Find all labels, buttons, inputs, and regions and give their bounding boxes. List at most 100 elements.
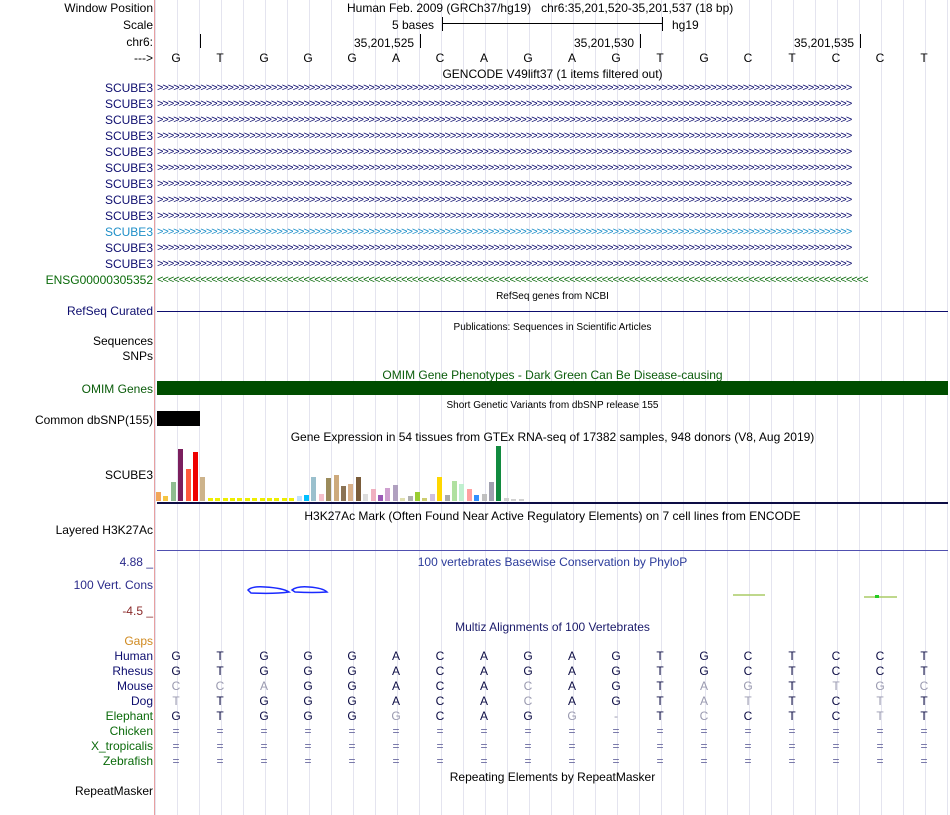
- gtex-tissue-bar[interactable]: [496, 446, 502, 501]
- omim-track-title[interactable]: OMIM Gene Phenotypes - Dark Green Can Be…: [382, 368, 723, 382]
- gene-label[interactable]: SCUBE3: [104, 193, 153, 207]
- gtex-tissue-bar[interactable]: [437, 477, 443, 501]
- omim-label[interactable]: OMIM Genes: [81, 382, 153, 396]
- gtex-tissue-bar[interactable]: [311, 477, 317, 501]
- gene-track-row[interactable]: <<<<<<<<<<<<<<<<<<<<<<<<<<<<<<<<<<<<<<<<…: [157, 274, 869, 286]
- gtex-tissue-bar[interactable]: [444, 495, 450, 501]
- gene-label[interactable]: SCUBE3: [104, 145, 153, 159]
- gtex-tissue-bar[interactable]: [489, 482, 494, 501]
- multiz-track-title[interactable]: Multiz Alignments of 100 Vertebrates: [455, 620, 650, 634]
- gene-track-row[interactable]: >>>>>>>>>>>>>>>>>>>>>>>>>>>>>>>>>>>>>>>>…: [157, 82, 852, 94]
- phylop-label[interactable]: 100 Vert. Cons: [73, 578, 153, 592]
- gtex-tissue-bar[interactable]: [370, 489, 376, 501]
- gtex-tissue-bar[interactable]: [511, 499, 517, 501]
- gtex-tissue-bar[interactable]: [289, 498, 295, 501]
- species-label[interactable]: Elephant: [105, 709, 153, 723]
- dbsnp-track-title[interactable]: Short Genetic Variants from dbSNP releas…: [446, 400, 659, 411]
- strand-arrow-label[interactable]: --->: [134, 51, 153, 65]
- gtex-tissue-bar[interactable]: [348, 484, 354, 501]
- species-label[interactable]: Human: [114, 649, 153, 663]
- gtex-tissue-bar[interactable]: [407, 496, 413, 501]
- gene-label[interactable]: SCUBE3: [104, 209, 153, 223]
- gtex-tissue-bar[interactable]: [422, 498, 428, 501]
- gtex-tissue-bar[interactable]: [452, 481, 457, 501]
- gtex-tissue-bar[interactable]: [378, 495, 383, 501]
- publications-sequences-label[interactable]: Sequences: [92, 334, 153, 348]
- gtex-tissue-bar[interactable]: [237, 498, 243, 501]
- gene-label[interactable]: SCUBE3: [104, 161, 153, 175]
- gtex-tissue-bar[interactable]: [518, 499, 524, 501]
- species-label[interactable]: Dog: [130, 694, 153, 708]
- gene-label[interactable]: SCUBE3: [104, 129, 153, 143]
- refseq-label[interactable]: RefSeq Curated: [66, 304, 153, 318]
- gtex-tissue-bar[interactable]: [163, 496, 169, 501]
- gtex-tissue-bar[interactable]: [481, 494, 487, 501]
- gene-label[interactable]: SCUBE3: [104, 81, 153, 95]
- species-label[interactable]: Mouse: [116, 679, 153, 693]
- gtex-tissue-bar[interactable]: [459, 484, 465, 501]
- gene-track-row[interactable]: >>>>>>>>>>>>>>>>>>>>>>>>>>>>>>>>>>>>>>>>…: [157, 242, 852, 254]
- gtex-tissue-bar[interactable]: [267, 498, 272, 501]
- gtex-tissue-bar[interactable]: [259, 498, 265, 501]
- gene-track-row[interactable]: >>>>>>>>>>>>>>>>>>>>>>>>>>>>>>>>>>>>>>>>…: [157, 162, 852, 174]
- species-label[interactable]: Zebrafish: [102, 754, 153, 768]
- gtex-tissue-bar[interactable]: [341, 486, 346, 501]
- gtex-label[interactable]: SCUBE3: [104, 468, 153, 482]
- gtex-tissue-bar[interactable]: [200, 477, 206, 501]
- multiz-gaps-label[interactable]: Gaps: [124, 634, 153, 648]
- dbsnp-label[interactable]: Common dbSNP(155): [34, 413, 153, 427]
- gtex-tissue-bar[interactable]: [355, 477, 361, 501]
- gtex-tissue-bar[interactable]: [400, 498, 406, 501]
- gene-track-row[interactable]: >>>>>>>>>>>>>>>>>>>>>>>>>>>>>>>>>>>>>>>>…: [157, 114, 852, 126]
- window-position-label[interactable]: Window Position: [64, 1, 153, 15]
- publications-snps-label[interactable]: SNPs: [122, 349, 153, 363]
- chrom-label[interactable]: chr6:: [126, 35, 153, 49]
- gtex-tissue-bar[interactable]: [274, 498, 280, 501]
- gtex-tissue-bar[interactable]: [304, 495, 309, 501]
- h3k27ac-label[interactable]: Layered H3K27Ac: [55, 523, 153, 537]
- gene-track-row[interactable]: >>>>>>>>>>>>>>>>>>>>>>>>>>>>>>>>>>>>>>>>…: [157, 98, 852, 110]
- gene-label[interactable]: SCUBE3: [104, 225, 153, 239]
- phylop-track-title[interactable]: 100 vertebrates Basewise Conservation by…: [417, 555, 688, 569]
- h3k27ac-track-title[interactable]: H3K27Ac Mark (Often Found Near Active Re…: [304, 509, 801, 523]
- dbsnp-variant-block[interactable]: [157, 411, 200, 426]
- omim-gene-bar[interactable]: [157, 381, 948, 395]
- gtex-tissue-bar[interactable]: [466, 489, 472, 501]
- gtex-tissue-bar[interactable]: [185, 469, 191, 501]
- gtex-tissue-bar[interactable]: [296, 496, 302, 501]
- gene-track-row[interactable]: >>>>>>>>>>>>>>>>>>>>>>>>>>>>>>>>>>>>>>>>…: [157, 258, 852, 270]
- gtex-tissue-bar[interactable]: [156, 492, 161, 501]
- gene-track-row[interactable]: >>>>>>>>>>>>>>>>>>>>>>>>>>>>>>>>>>>>>>>>…: [157, 226, 852, 238]
- gene-label[interactable]: SCUBE3: [104, 241, 153, 255]
- gtex-tissue-bar[interactable]: [193, 452, 198, 501]
- gtex-tissue-bar[interactable]: [281, 498, 287, 501]
- gtex-tissue-bar[interactable]: [503, 498, 509, 501]
- gtex-tissue-bar[interactable]: [207, 498, 213, 501]
- gtex-tissue-bar[interactable]: [252, 498, 258, 501]
- gtex-tissue-bar[interactable]: [230, 498, 235, 501]
- gene-track-row[interactable]: >>>>>>>>>>>>>>>>>>>>>>>>>>>>>>>>>>>>>>>>…: [157, 178, 852, 190]
- gene-label[interactable]: SCUBE3: [104, 257, 153, 271]
- gene-label[interactable]: SCUBE3: [104, 177, 153, 191]
- gtex-tissue-bar[interactable]: [178, 449, 184, 501]
- gencode-track-title[interactable]: GENCODE V49lift37 (1 items filtered out): [442, 67, 663, 81]
- gtex-tissue-bar[interactable]: [222, 498, 228, 501]
- gtex-tissue-bar[interactable]: [474, 495, 480, 501]
- gene-label[interactable]: SCUBE3: [104, 113, 153, 127]
- gene-track-row[interactable]: >>>>>>>>>>>>>>>>>>>>>>>>>>>>>>>>>>>>>>>>…: [157, 194, 852, 206]
- gene-label[interactable]: ENSG00000305352: [45, 273, 153, 287]
- species-label[interactable]: X_tropicalis: [90, 739, 153, 753]
- gtex-tissue-bar[interactable]: [429, 494, 435, 501]
- gene-label[interactable]: SCUBE3: [104, 97, 153, 111]
- gtex-tissue-bar[interactable]: [333, 475, 339, 501]
- repeatmasker-track-title[interactable]: Repeating Elements by RepeatMasker: [449, 770, 656, 784]
- gtex-tissue-bar[interactable]: [318, 494, 324, 501]
- gtex-tissue-bar[interactable]: [385, 488, 391, 501]
- gtex-tissue-bar[interactable]: [392, 485, 398, 501]
- repeatmasker-label[interactable]: RepeatMasker: [74, 784, 153, 798]
- gtex-tissue-bar[interactable]: [244, 498, 250, 501]
- publications-track-title[interactable]: Publications: Sequences in Scientific Ar…: [453, 322, 652, 333]
- gtex-tissue-bar[interactable]: [363, 494, 369, 501]
- gene-track-row[interactable]: >>>>>>>>>>>>>>>>>>>>>>>>>>>>>>>>>>>>>>>>…: [157, 130, 852, 142]
- phylop-signal[interactable]: [155, 580, 950, 605]
